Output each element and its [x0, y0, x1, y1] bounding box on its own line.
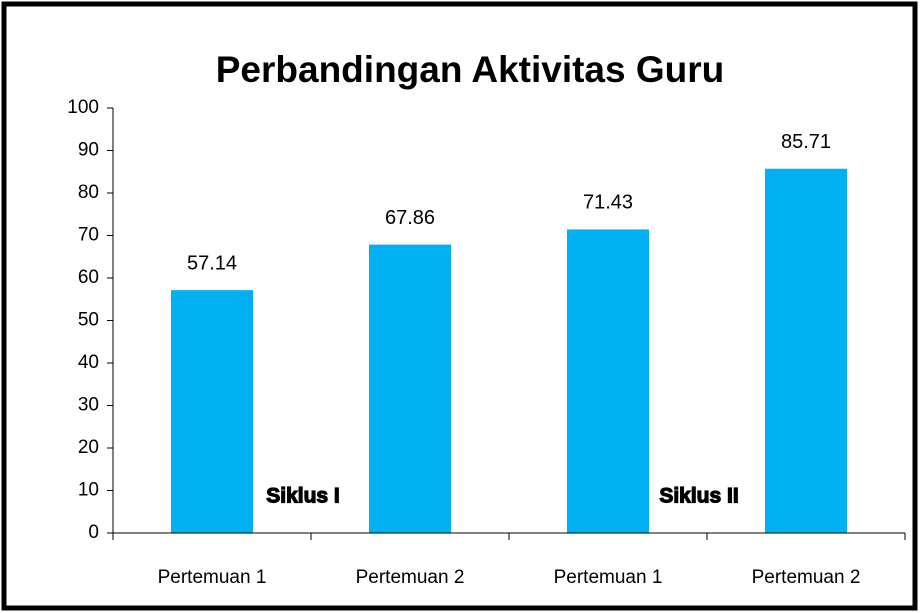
data-label: 67.86 — [385, 207, 435, 229]
bar — [171, 290, 253, 533]
y-tick-label: 70 — [78, 225, 99, 246]
y-tick-label: 30 — [78, 395, 99, 416]
y-tick-label: 0 — [88, 522, 99, 543]
y-tick-label: 100 — [67, 97, 99, 118]
x-tick-label: Pertemuan 2 — [356, 567, 465, 588]
y-tick-label: 50 — [78, 310, 99, 331]
group-label: Siklus II — [659, 485, 738, 508]
bar — [567, 229, 649, 534]
y-tick-label: 10 — [78, 480, 99, 501]
chart-title: Perbandingan Aktivitas Guru — [216, 49, 725, 90]
group-label: Siklus I — [266, 485, 340, 508]
bar — [369, 244, 451, 533]
data-label: 57.14 — [187, 252, 237, 274]
x-tick-label: Pertemuan 1 — [554, 567, 663, 588]
y-tick-label: 80 — [78, 182, 99, 203]
bar — [765, 168, 847, 534]
data-label: 71.43 — [583, 192, 633, 214]
x-tick-label: Pertemuan 2 — [752, 567, 861, 588]
y-tick-label: 20 — [78, 437, 99, 458]
y-tick-label: 90 — [78, 140, 99, 161]
y-tick-label: 40 — [78, 352, 99, 373]
x-tick-label: Pertemuan 1 — [158, 567, 267, 588]
data-label: 85.71 — [781, 131, 831, 153]
y-tick-label: 60 — [78, 267, 99, 288]
